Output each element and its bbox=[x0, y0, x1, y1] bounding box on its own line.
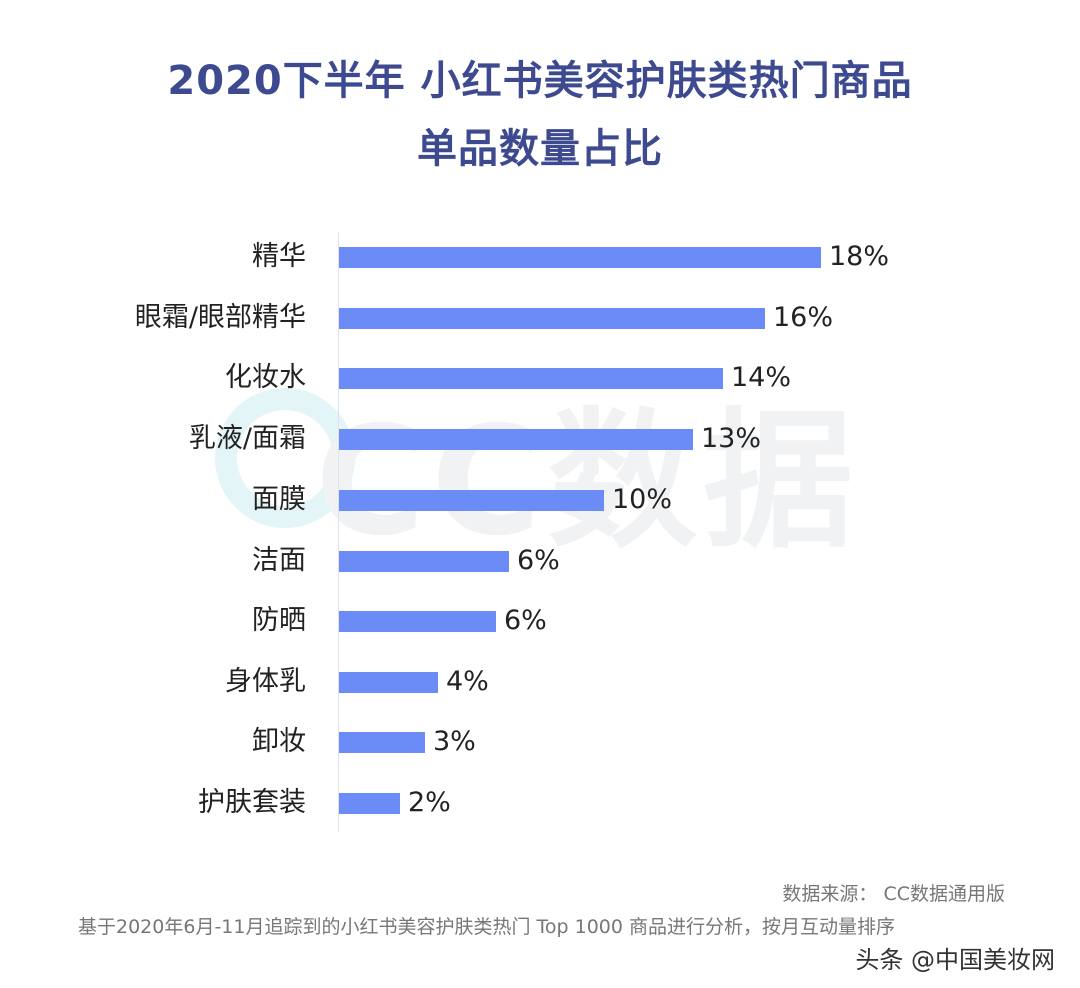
value-label: 14% bbox=[731, 362, 792, 393]
bar bbox=[339, 308, 765, 329]
category-label: 精华 bbox=[252, 241, 306, 272]
category-label: 护肤套装 bbox=[198, 787, 306, 818]
bar bbox=[339, 490, 604, 511]
methodology-note: 基于2020年6月-11月追踪到的小红书美容护肤类热门 Top 1000 商品进… bbox=[78, 916, 896, 938]
bar-row: 洁面 6% bbox=[0, 541, 1080, 581]
category-label: 卸妆 bbox=[252, 726, 306, 757]
category-label: 面膜 bbox=[252, 484, 306, 515]
bar-row: 护肤套装 2% bbox=[0, 783, 1080, 823]
bar bbox=[339, 368, 723, 389]
category-label: 乳液/面霜 bbox=[188, 423, 306, 454]
watermark: CC数据 bbox=[215, 378, 875, 569]
value-label: 2% bbox=[408, 787, 451, 818]
value-label: 18% bbox=[829, 241, 890, 272]
category-label: 眼霜/眼部精华 bbox=[134, 302, 306, 333]
bar-row: 精华 18% bbox=[0, 237, 1080, 277]
bar-row: 乳液/面霜 13% bbox=[0, 419, 1080, 459]
bar bbox=[339, 611, 496, 632]
bar bbox=[339, 732, 425, 753]
chart-title-line1: 2020下半年 小红书美容护肤类热门商品 bbox=[167, 58, 913, 104]
value-label: 10% bbox=[612, 484, 673, 515]
value-label: 6% bbox=[517, 545, 560, 576]
category-label: 身体乳 bbox=[225, 666, 306, 697]
bar-row: 卸妆 3% bbox=[0, 722, 1080, 762]
credit-watermark: 头条 @中国美妆网 bbox=[855, 946, 1055, 974]
category-label: 洁面 bbox=[252, 545, 306, 576]
bar bbox=[339, 429, 693, 450]
bar bbox=[339, 672, 438, 693]
bar bbox=[339, 551, 509, 572]
bar-row: 眼霜/眼部精华 16% bbox=[0, 298, 1080, 338]
data-source: 数据来源： CC数据通用版 bbox=[782, 883, 1005, 905]
bar-row: 面膜 10% bbox=[0, 480, 1080, 520]
bar-row: 身体乳 4% bbox=[0, 662, 1080, 702]
value-label: 13% bbox=[701, 423, 762, 454]
category-label: 防晒 bbox=[252, 605, 306, 636]
bar-row: 防晒 6% bbox=[0, 601, 1080, 641]
value-label: 3% bbox=[433, 726, 476, 757]
value-label: 16% bbox=[773, 302, 834, 333]
bar bbox=[339, 793, 400, 814]
category-axis-line bbox=[338, 232, 339, 832]
category-label: 化妆水 bbox=[225, 362, 306, 393]
value-label: 6% bbox=[504, 605, 547, 636]
bar-row: 化妆水 14% bbox=[0, 358, 1080, 398]
value-label: 4% bbox=[446, 666, 489, 697]
chart-title-line2: 单品数量占比 bbox=[417, 126, 663, 172]
bar bbox=[339, 247, 821, 268]
